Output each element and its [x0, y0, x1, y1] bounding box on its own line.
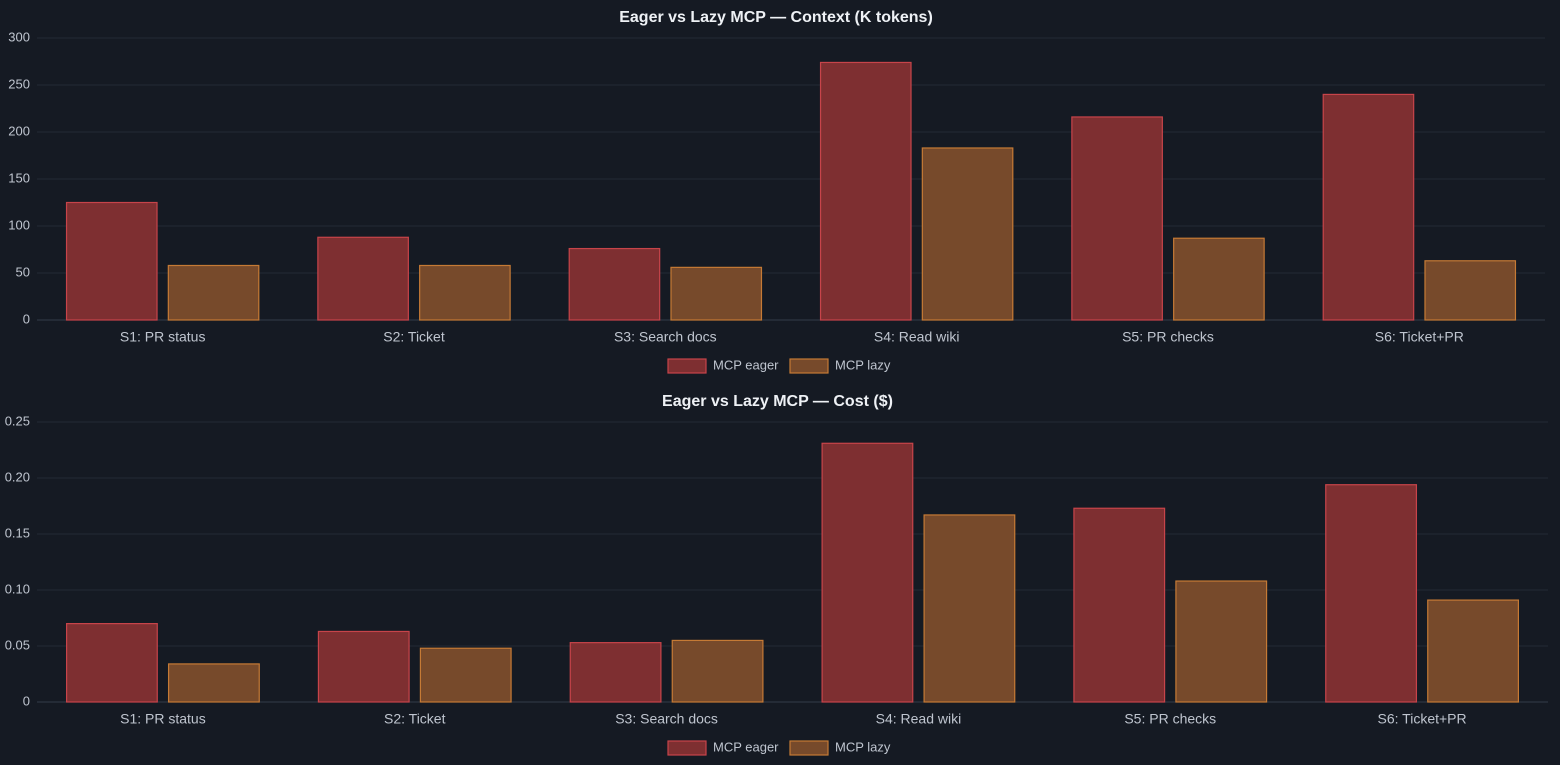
bar-lazy-2[interactable]	[419, 264, 511, 321]
bar-lazy-6[interactable]	[1424, 260, 1517, 321]
legend-label-lazy[interactable]: MCP lazy	[835, 739, 891, 754]
bar-eager-1[interactable]	[65, 201, 158, 321]
x-tick-label: S3: Search docs	[615, 711, 718, 727]
bar-eager-1[interactable]	[65, 622, 158, 703]
x-tick-label: S5: PR checks	[1124, 711, 1216, 727]
y-tick-label: 0.20	[5, 469, 30, 484]
bar-lazy-6[interactable]	[1427, 599, 1520, 703]
y-tick-label: 0.25	[5, 413, 30, 428]
y-tick-label: 150	[8, 170, 30, 185]
bar-lazy-3[interactable]	[670, 266, 763, 321]
chart-title: Eager vs Lazy MCP — Context (K tokens)	[619, 9, 933, 26]
legend-label-lazy[interactable]: MCP lazy	[835, 357, 891, 372]
y-tick-label: 0.05	[5, 637, 30, 652]
chart-1: Eager vs Lazy MCP — Context (K tokens) 0 5…	[8, 9, 1545, 374]
bar-eager-6[interactable]	[1322, 93, 1415, 321]
legend-swatch-lazy[interactable]	[789, 740, 829, 756]
chart-2: Eager vs Lazy MCP — Cost ($) 0 0.05 0.10 0.1…	[5, 393, 1548, 756]
y-tick-label: 0.15	[5, 525, 30, 540]
x-tick-label: S6: Ticket+PR	[1375, 329, 1464, 345]
legend-swatch-lazy[interactable]	[789, 358, 829, 374]
y-tick-label: 50	[16, 264, 30, 279]
bar-eager-4[interactable]	[819, 61, 912, 321]
x-tick-label: S3: Search docs	[614, 329, 717, 345]
bar-lazy-4[interactable]	[921, 147, 1014, 321]
chart-title: Eager vs Lazy MCP — Cost ($)	[662, 393, 893, 410]
bar-lazy-3[interactable]	[671, 639, 764, 703]
x-tick-label: S6: Ticket+PR	[1378, 711, 1467, 727]
bar-lazy-1[interactable]	[167, 264, 260, 321]
bar-eager-3[interactable]	[568, 247, 661, 321]
bar-eager-4[interactable]	[821, 442, 914, 703]
y-tick-label: 100	[8, 217, 30, 232]
y-tick-label: 0.10	[5, 581, 30, 596]
bar-lazy-5[interactable]	[1173, 237, 1265, 321]
bar-eager-2[interactable]	[317, 630, 410, 703]
y-tick-label: 250	[8, 76, 30, 91]
y-tick-label: 200	[8, 123, 30, 138]
bar-lazy-1[interactable]	[167, 663, 260, 703]
bar-eager-5[interactable]	[1073, 507, 1166, 703]
legend[interactable]: MCP eager MCP lazy	[667, 739, 891, 756]
legend-swatch-eager[interactable]	[667, 740, 707, 756]
y-tick-label: 300	[8, 29, 30, 44]
x-tick-label: S5: PR checks	[1122, 329, 1214, 345]
bar-lazy-4[interactable]	[923, 514, 1016, 703]
legend-swatch-eager[interactable]	[667, 358, 707, 374]
legend-label-eager[interactable]: MCP eager	[713, 739, 779, 754]
legend-label-eager[interactable]: MCP eager	[713, 357, 779, 372]
legend[interactable]: MCP eager MCP lazy	[667, 357, 891, 374]
x-tick-label: S1: PR status	[120, 711, 206, 727]
x-tick-label: S4: Read wiki	[876, 711, 962, 727]
bar-eager-6[interactable]	[1325, 484, 1418, 703]
bar-eager-2[interactable]	[317, 236, 409, 321]
bar-lazy-2[interactable]	[419, 647, 512, 703]
bar-eager-3[interactable]	[569, 642, 662, 703]
bar-lazy-5[interactable]	[1175, 580, 1268, 703]
x-tick-label: S2: Ticket	[384, 711, 446, 727]
bar-eager-5[interactable]	[1071, 116, 1163, 321]
x-tick-label: S2: Ticket	[383, 329, 445, 345]
y-tick-label: 0	[23, 311, 30, 326]
x-tick-label: S4: Read wiki	[874, 329, 960, 345]
x-tick-label: S1: PR status	[120, 329, 206, 345]
y-tick-label: 0	[23, 693, 30, 708]
